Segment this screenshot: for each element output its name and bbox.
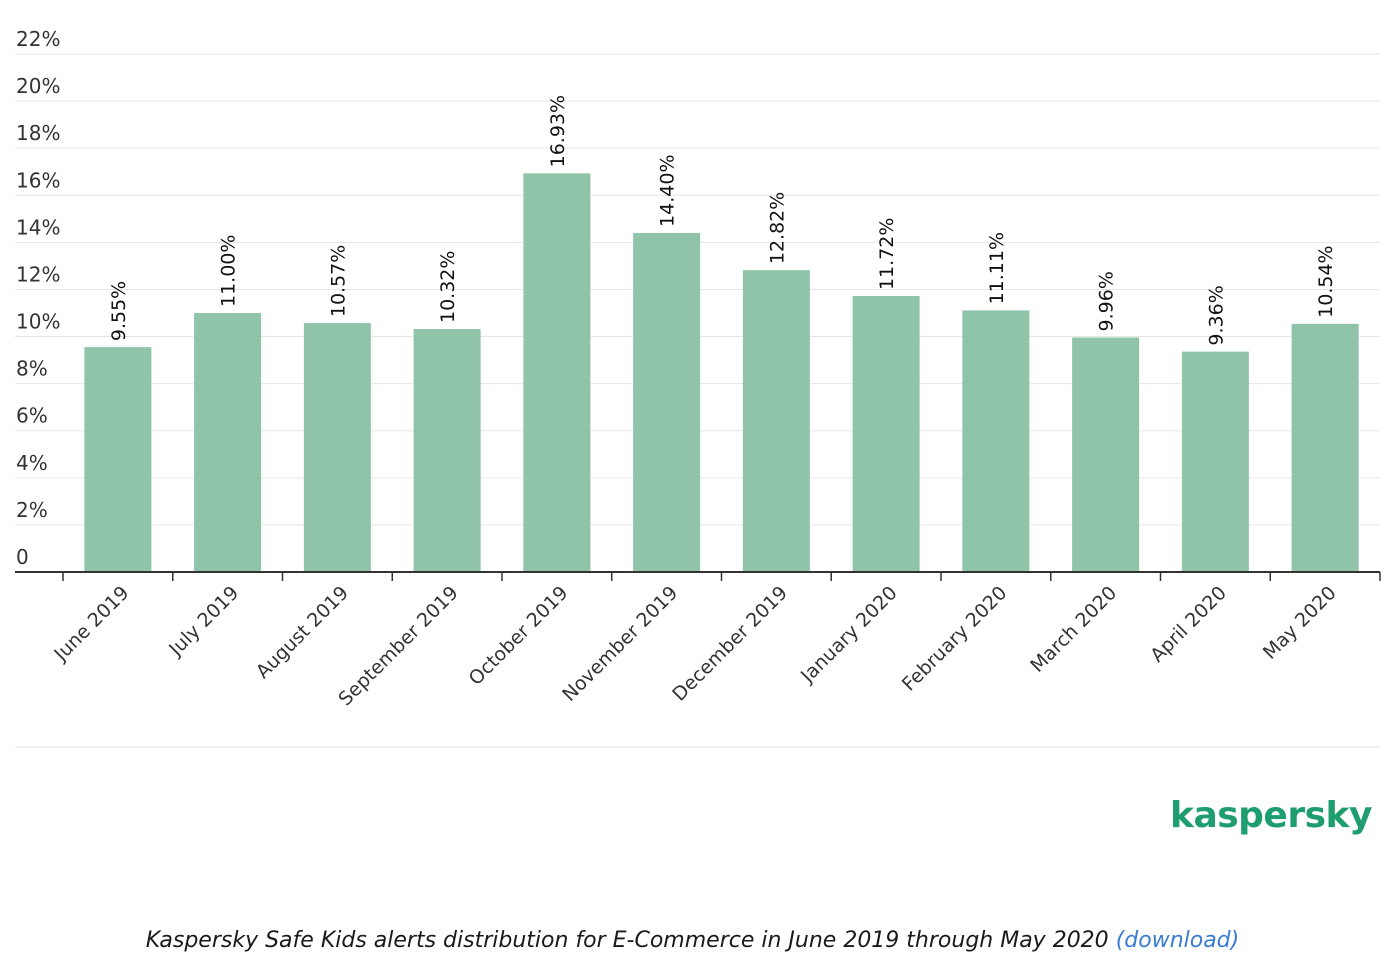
bar bbox=[413, 329, 481, 572]
bar bbox=[633, 232, 701, 573]
kaspersky-logo: kaspersky bbox=[1170, 795, 1372, 836]
data-label: 10.57% bbox=[327, 245, 349, 317]
data-label: 12.82% bbox=[766, 192, 788, 264]
x-tick-label: March 2020 bbox=[1026, 582, 1121, 677]
x-tick-label: August 2019 bbox=[252, 582, 353, 683]
bar bbox=[303, 323, 371, 572]
data-label: 10.54% bbox=[1315, 245, 1337, 317]
y-tick-label: 0 bbox=[16, 545, 29, 569]
x-tick-label: May 2020 bbox=[1259, 582, 1341, 664]
y-tick-label: 6% bbox=[16, 404, 48, 428]
bar-chart: 0 2% 4% 6% 8% 10% 12% 14% 16% 18% 20% 22% 9.55% 11.0… bbox=[15, 27, 1381, 748]
x-tick-label: June 2019 bbox=[49, 582, 133, 666]
data-label: 10.32% bbox=[437, 251, 459, 323]
x-tick-label: April 2020 bbox=[1146, 582, 1231, 667]
x-tick-label: January 2020 bbox=[796, 582, 902, 688]
y-tick-label: 8% bbox=[16, 357, 48, 381]
x-tick-label: November 2019 bbox=[558, 582, 682, 706]
data-label: 11.00% bbox=[218, 235, 240, 307]
data-label: 11.72% bbox=[876, 218, 898, 290]
data-label: 9.55% bbox=[108, 281, 130, 341]
y-tick-label: 10% bbox=[16, 310, 60, 334]
x-tick-label: December 2019 bbox=[668, 582, 792, 706]
y-tick-label: 20% bbox=[16, 74, 60, 98]
x-tick-label: September 2019 bbox=[334, 582, 462, 710]
x-tick-label: July 2019 bbox=[164, 582, 243, 661]
y-tick-label: 14% bbox=[16, 215, 60, 239]
data-label: 16.93% bbox=[547, 95, 569, 167]
bar bbox=[1181, 351, 1249, 572]
bar bbox=[523, 173, 591, 572]
x-tick-label: October 2019 bbox=[465, 582, 573, 690]
data-labels: 9.55% 11.00% 10.57% 10.32% 16.93% 14.40% 12.82… bbox=[108, 95, 1337, 346]
y-tick-label: 12% bbox=[16, 262, 60, 286]
bar bbox=[194, 313, 262, 572]
download-link[interactable]: (download) bbox=[1115, 928, 1240, 953]
y-axis: 0 2% 4% 6% 8% 10% 12% 14% 16% 18% 20% 22% bbox=[16, 27, 60, 569]
y-tick-label: 18% bbox=[16, 121, 60, 145]
caption-text: Kaspersky Safe Kids alerts distribution … bbox=[145, 928, 1116, 953]
bar bbox=[962, 310, 1030, 572]
bars bbox=[84, 173, 1359, 573]
logo-text: kaspersky bbox=[1170, 795, 1372, 836]
y-tick-label: 2% bbox=[16, 498, 48, 522]
bar bbox=[1072, 337, 1140, 572]
x-tick-label: February 2020 bbox=[898, 582, 1012, 696]
bar bbox=[84, 347, 152, 572]
data-label: 9.96% bbox=[1096, 271, 1118, 331]
y-tick-label: 4% bbox=[16, 451, 48, 475]
y-tick-label: 22% bbox=[16, 27, 60, 51]
bar bbox=[742, 270, 810, 572]
data-label: 11.11% bbox=[986, 232, 1008, 304]
bar bbox=[1291, 323, 1359, 572]
data-label: 9.36% bbox=[1205, 285, 1227, 345]
data-label: 14.40% bbox=[657, 154, 679, 226]
bar bbox=[852, 296, 920, 572]
figure-caption: Kaspersky Safe Kids alerts distribution … bbox=[0, 928, 1385, 953]
y-tick-label: 16% bbox=[16, 168, 60, 192]
